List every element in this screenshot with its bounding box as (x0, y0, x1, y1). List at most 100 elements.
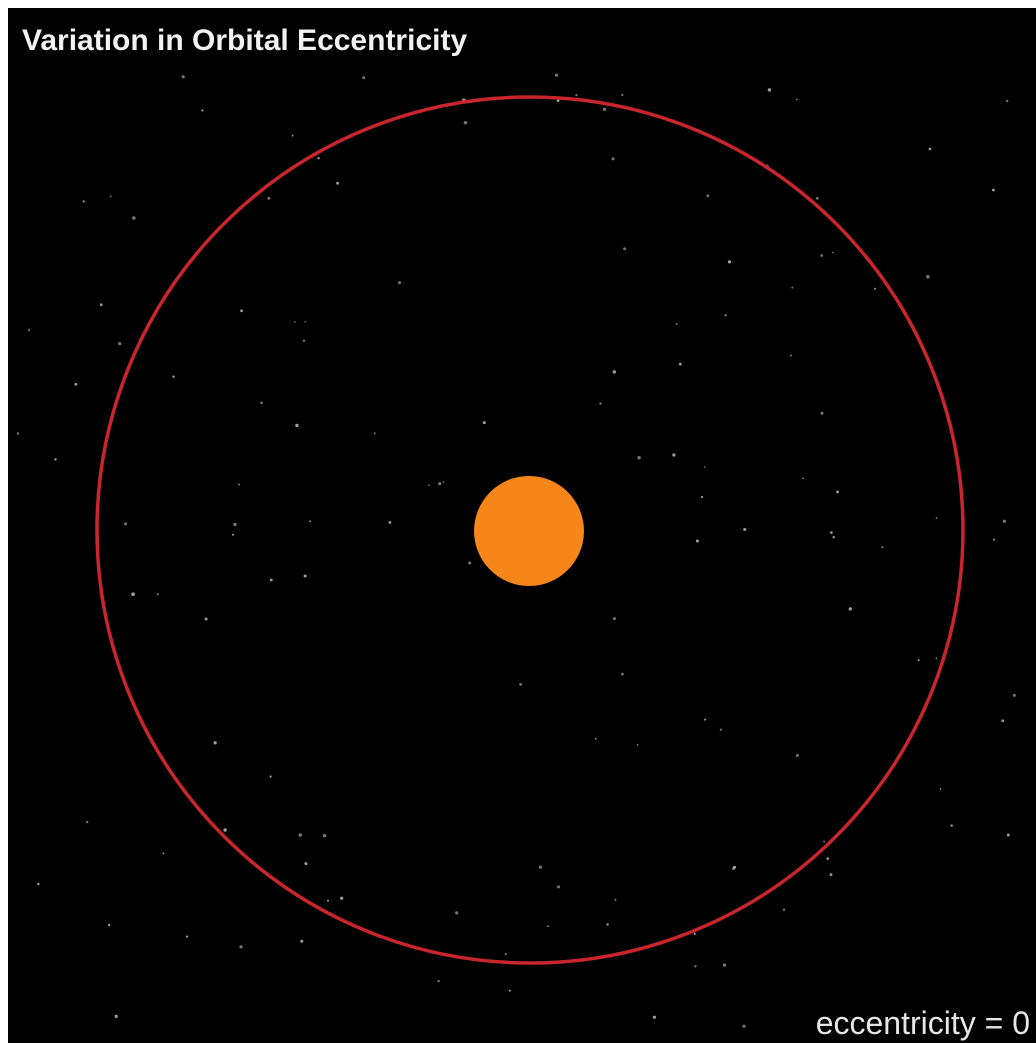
star (294, 321, 296, 323)
star (821, 412, 824, 415)
star (820, 254, 823, 257)
star (940, 788, 942, 790)
star (637, 744, 639, 746)
star (115, 1015, 118, 1018)
star (832, 252, 834, 254)
star (100, 303, 103, 306)
star (1007, 834, 1010, 837)
star (108, 924, 110, 926)
star (599, 402, 601, 404)
star (239, 945, 242, 948)
star (676, 323, 678, 325)
star (539, 866, 542, 869)
star (694, 965, 696, 967)
star (182, 75, 185, 78)
star (304, 862, 307, 865)
star (555, 74, 558, 77)
star (936, 517, 938, 519)
star (603, 108, 606, 111)
star (992, 189, 995, 192)
star (993, 539, 995, 541)
eccentricity-label: eccentricity = 0 (816, 1005, 1030, 1041)
star (131, 592, 135, 596)
star (614, 899, 616, 901)
star (802, 478, 804, 480)
star (295, 424, 298, 427)
star (830, 531, 833, 534)
star (733, 866, 736, 869)
star (132, 216, 136, 220)
star (575, 94, 577, 96)
star (214, 741, 217, 744)
star (340, 897, 343, 900)
star (783, 909, 785, 911)
star (37, 883, 39, 885)
star (833, 536, 835, 538)
star (110, 195, 112, 197)
star (205, 618, 208, 621)
star (267, 197, 270, 200)
star (83, 200, 85, 202)
star (1001, 719, 1004, 722)
star (796, 754, 799, 757)
star (270, 775, 272, 777)
star (270, 579, 273, 582)
star (260, 402, 263, 405)
star (304, 321, 306, 323)
star (438, 482, 441, 485)
star (292, 135, 294, 137)
star (796, 99, 798, 101)
star (232, 534, 234, 536)
star (791, 287, 793, 289)
star (28, 329, 30, 331)
star (704, 719, 706, 721)
star (240, 309, 243, 312)
star (398, 281, 401, 284)
star (621, 673, 624, 676)
star (303, 340, 305, 342)
star (389, 521, 392, 524)
star (1006, 100, 1008, 102)
star (849, 607, 852, 610)
star (362, 76, 365, 79)
star (606, 923, 608, 925)
star (723, 964, 726, 967)
star (704, 466, 706, 468)
star (336, 182, 339, 185)
star (443, 481, 445, 483)
star (505, 953, 507, 955)
star (701, 496, 703, 498)
star (936, 657, 938, 659)
star (653, 1016, 656, 1019)
star (929, 148, 932, 151)
star (836, 491, 839, 494)
star (323, 834, 326, 837)
star (238, 484, 240, 486)
star (374, 432, 376, 434)
star (74, 383, 77, 386)
star (637, 456, 640, 459)
star (17, 432, 19, 434)
star (951, 824, 953, 826)
star (86, 821, 88, 823)
title: Variation in Orbital Eccentricity (22, 24, 467, 57)
scene: Variation in Orbital Eccentricity eccent… (0, 0, 1036, 1043)
star (233, 523, 236, 526)
star (157, 593, 159, 595)
star (1013, 694, 1016, 697)
star (428, 484, 430, 486)
star (317, 157, 319, 159)
star (483, 421, 486, 424)
star (874, 288, 876, 290)
star (54, 458, 56, 460)
star (464, 121, 467, 124)
star (509, 990, 511, 992)
star (547, 925, 549, 927)
star (623, 247, 626, 250)
star (725, 314, 727, 316)
star (881, 546, 883, 548)
star (124, 522, 127, 525)
star (519, 683, 522, 686)
star (768, 88, 771, 91)
star (118, 342, 121, 345)
